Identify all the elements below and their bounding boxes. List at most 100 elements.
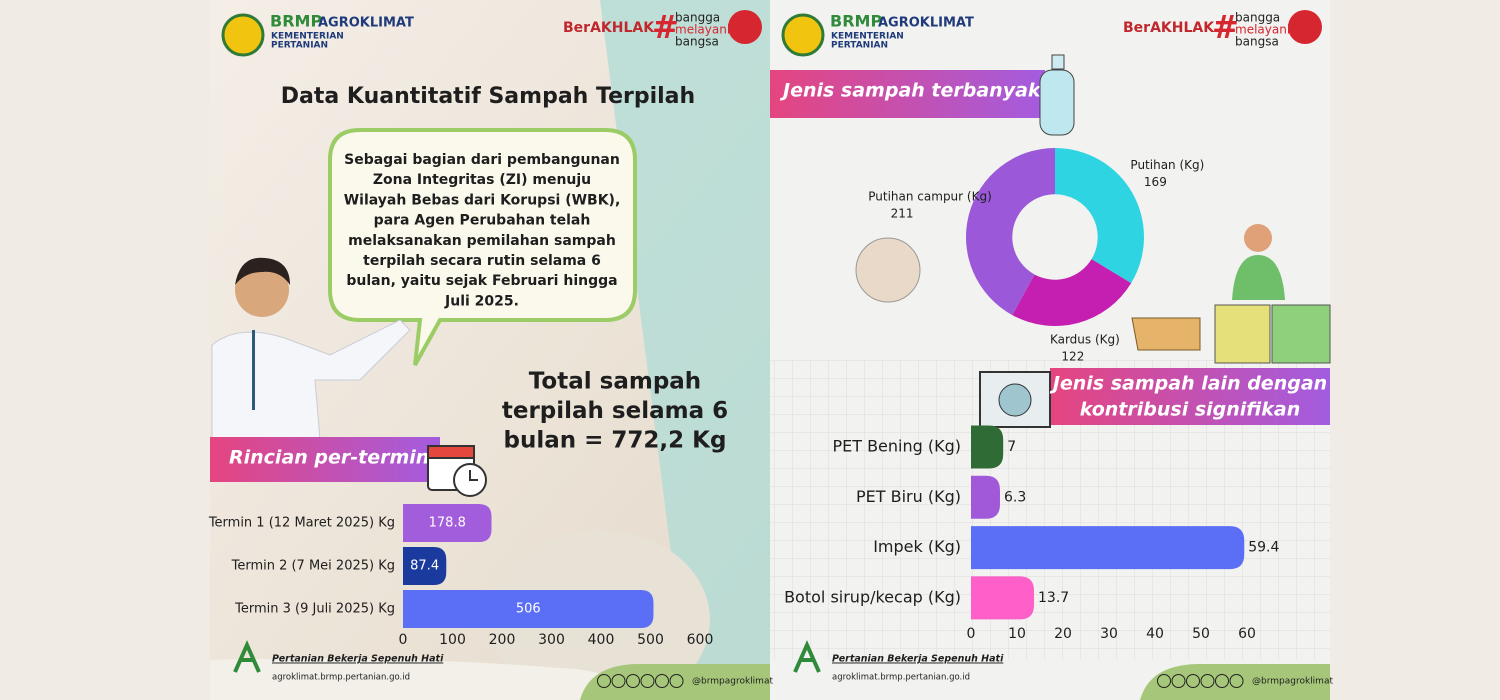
- value-label: 87.4: [410, 559, 439, 574]
- footer-logo: [793, 640, 821, 673]
- speech-bubble: [328, 128, 637, 366]
- category-label: PET Biru (Kg): [856, 487, 961, 506]
- berakhlak: BerAKHLAK: [563, 20, 655, 36]
- teal-decor: [600, 0, 770, 700]
- value-label: 7: [1007, 439, 1016, 455]
- hash: #: [652, 8, 679, 46]
- footer-logo: [233, 640, 261, 673]
- total-line: bulan = 772,2 Kg: [504, 428, 727, 454]
- footer-green: [580, 664, 770, 700]
- berakhlak: BerAKHLAK: [1123, 20, 1215, 36]
- slice-name: Kardus (Kg): [1050, 333, 1120, 347]
- bar: [971, 475, 1000, 519]
- bar: [403, 590, 654, 628]
- badge: [1288, 10, 1322, 44]
- social-icon: [1200, 674, 1215, 688]
- bar: [971, 526, 1245, 570]
- x-tick-label: 40: [1146, 626, 1164, 642]
- bubble-line: terpilah secara rutin selama 6: [363, 253, 601, 269]
- x-tick-label: 0: [399, 632, 408, 648]
- social-icon: [1186, 674, 1200, 688]
- value-label: 178.8: [429, 516, 466, 531]
- x-tick-label: 400: [588, 632, 615, 648]
- bottle-icon: [1039, 54, 1075, 136]
- tagline: Pertanian Bekerja Sepenuh Hati: [272, 654, 444, 665]
- social-icon: [597, 674, 611, 688]
- social-icon: [611, 674, 626, 688]
- social-icon: [1157, 674, 1171, 688]
- bubble-line: Juli 2025.: [444, 293, 519, 309]
- bubble-line: para Agen Perubahan telah: [374, 213, 591, 229]
- bar: [403, 504, 492, 542]
- x-tick-label: 10: [1008, 626, 1026, 642]
- social-icon: [1171, 674, 1186, 688]
- bubble-line: Zona Integritas (ZI) menuju: [373, 172, 591, 188]
- x-tick-label: 500: [637, 632, 664, 648]
- x-tick-label: 300: [538, 632, 565, 648]
- bangga: bangsa: [1235, 35, 1279, 49]
- value-label: 59.4: [1248, 540, 1279, 556]
- footer-bg: [210, 658, 640, 700]
- bangga: bangsa: [675, 35, 719, 49]
- slice: [1055, 148, 1144, 284]
- brand: BRMP: [270, 12, 322, 31]
- social-icon: [655, 674, 669, 688]
- category-label: Termin 1 (12 Maret 2025) Kg: [208, 516, 395, 531]
- url: agroklimat.brmp.pertanian.go.id: [272, 673, 410, 683]
- slice-name: Putihan campur (Kg): [868, 190, 992, 204]
- value-label: 13.7: [1038, 590, 1069, 606]
- handle: @brmpagroklimat: [692, 677, 773, 687]
- x-tick-label: 50: [1192, 626, 1210, 642]
- bubble-line: melaksanakan pemilahan sampah: [348, 233, 616, 249]
- bubble-line: bulan, yaitu sejak Februari hingga: [346, 273, 617, 289]
- category-label: Botol sirup/kecap (Kg): [784, 587, 961, 606]
- x-tick-label: 0: [967, 626, 976, 642]
- section-title: Jenis sampah lain dengan: [1049, 373, 1327, 395]
- slice: [1012, 259, 1132, 326]
- title: Data Kuantitatif Sampah Terpilah: [281, 84, 695, 109]
- handle: @brmpagroklimat: [1252, 677, 1333, 687]
- value-label: 6.3: [1004, 489, 1026, 505]
- logo: [221, 13, 265, 57]
- tagline: Pertanian Bekerja Sepenuh Hati: [832, 654, 1004, 665]
- brand: AGROKLIMAT: [318, 16, 414, 31]
- total-line: terpilah selama 6: [502, 398, 728, 424]
- bin-icon: [979, 371, 1051, 428]
- section-banner: [1050, 368, 1330, 425]
- bubble-line: Wilayah Bebas dari Korupsi (WBK),: [344, 192, 621, 208]
- category-label: Termin 3 (9 Juli 2025) Kg: [234, 602, 395, 617]
- social-icon: [1215, 674, 1229, 688]
- ministry: PERTANIAN: [271, 41, 328, 51]
- slice-value: 169: [1144, 175, 1167, 189]
- section-banner: [210, 437, 440, 482]
- trash-decor: [855, 224, 1331, 364]
- person: [211, 257, 411, 441]
- logo: [781, 13, 825, 57]
- calendar-icon: [427, 445, 487, 497]
- section-title: Rincian per-termin: [229, 447, 429, 469]
- footer-green: [1140, 664, 1330, 700]
- bar: [971, 576, 1035, 620]
- category-label: PET Bening (Kg): [832, 437, 961, 456]
- bangga: bangga: [675, 11, 720, 25]
- bangga: melayani: [675, 23, 730, 37]
- slice-value: 211: [891, 207, 914, 221]
- social-icon: [1229, 674, 1244, 688]
- slice-value: 122: [1061, 350, 1084, 364]
- url: agroklimat.brmp.pertanian.go.id: [832, 673, 970, 683]
- bubble-line: Sebagai bagian dari pembangunan: [344, 152, 620, 168]
- category-label: Impek (Kg): [873, 537, 961, 556]
- badge: [728, 10, 762, 44]
- total-line: Total sampah: [529, 369, 701, 395]
- section-title: kontribusi signifikan: [1080, 399, 1300, 421]
- slice: [965, 148, 1055, 316]
- value-label: 506: [516, 602, 541, 617]
- bar: [403, 547, 447, 585]
- section-banner: [770, 70, 1045, 118]
- x-tick-label: 600: [687, 632, 714, 648]
- ministry: KEMENTERIAN: [831, 32, 904, 42]
- bangga: bangga: [1235, 11, 1280, 25]
- hash: #: [1212, 8, 1239, 46]
- slice-name: Putihan (Kg): [1130, 158, 1204, 172]
